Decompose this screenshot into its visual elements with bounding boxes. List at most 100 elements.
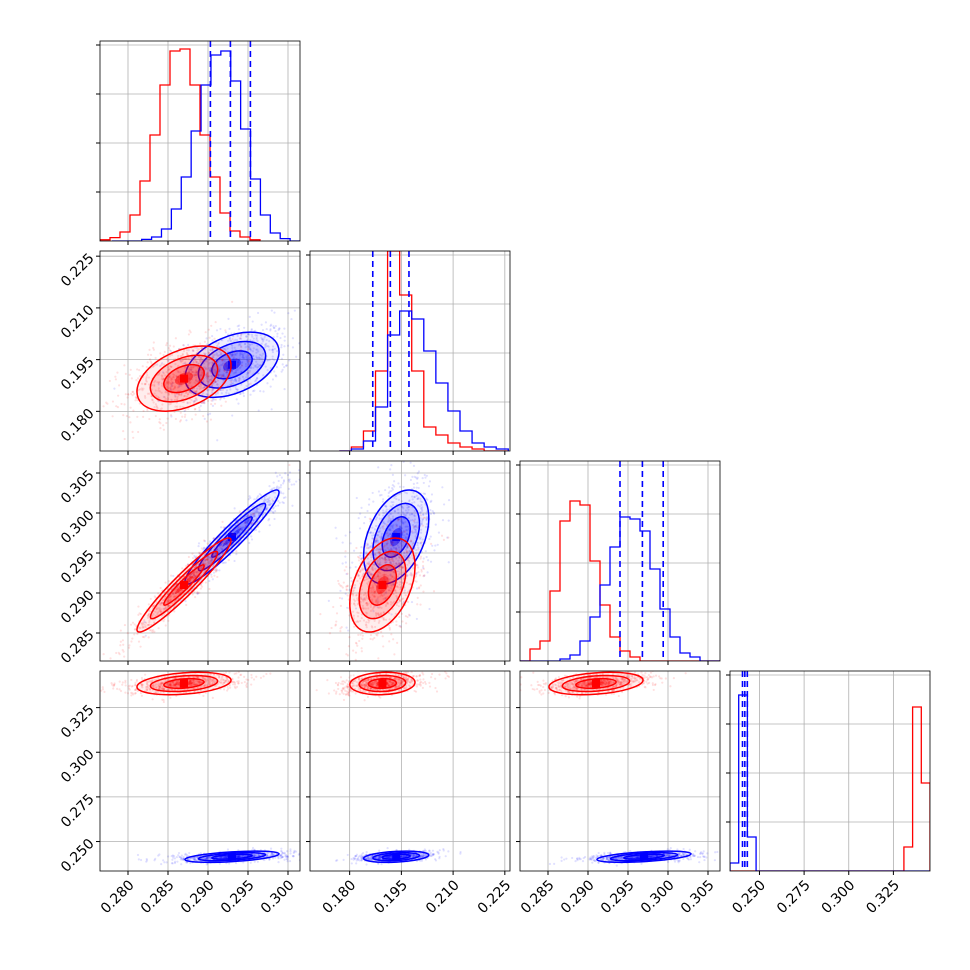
scatter-point: [282, 501, 285, 505]
scatter-point: [412, 547, 416, 550]
scatter-point: [173, 393, 176, 396]
scatter-point: [150, 394, 153, 398]
scatter-point: [213, 402, 217, 405]
scatter-point: [271, 510, 275, 513]
scatter-point: [395, 620, 398, 623]
scatter-point: [426, 559, 430, 562]
scatter-point: [256, 363, 259, 366]
scatter-point: [396, 585, 399, 588]
scatter-point: [239, 352, 242, 356]
scatter-point: [386, 568, 389, 571]
scatter-point: [208, 562, 211, 565]
scatter-point: [402, 512, 405, 516]
panel-3-3: [726, 671, 930, 875]
scatter-point: [257, 372, 260, 375]
scatter-point: [388, 582, 391, 585]
scatter-point: [187, 555, 190, 559]
scatter-point: [265, 345, 268, 348]
scatter-point: [398, 580, 402, 584]
scatter-point: [245, 365, 248, 368]
scatter-point: [372, 568, 375, 571]
scatter-point: [215, 344, 219, 348]
scatter-point: [237, 379, 241, 382]
scatter-point: [398, 556, 401, 559]
scatter-point: [256, 525, 260, 528]
scatter-point: [149, 360, 152, 363]
scatter-point: [158, 396, 161, 400]
scatter-point: [278, 501, 281, 504]
scatter-point: [378, 606, 381, 609]
scatter-point: [195, 390, 198, 393]
scatter-point: [120, 402, 123, 406]
scatter-point: [406, 546, 409, 549]
scatter-point: [224, 331, 228, 334]
scatter-point: [413, 501, 416, 504]
scatter-point: [201, 346, 204, 349]
scatter-point: [384, 558, 387, 561]
scatter-point: [404, 525, 407, 528]
density-peak: [392, 533, 401, 541]
scatter-point: [352, 549, 356, 552]
scatter-point: [167, 398, 170, 401]
scatter-point: [425, 523, 429, 526]
scatter-point: [173, 600, 176, 603]
scatter-point: [410, 574, 413, 577]
scatter-point: [229, 388, 232, 391]
scatter-point: [429, 535, 432, 538]
scatter-point: [185, 366, 189, 369]
scatter-point: [422, 567, 425, 571]
scatter-point: [192, 856, 195, 859]
scatter-point: [196, 591, 199, 594]
scatter-point: [284, 472, 287, 475]
scatter-point: [169, 594, 173, 597]
scatter-point: [173, 374, 176, 377]
scatter-point: [416, 497, 419, 500]
scatter-point: [400, 500, 403, 503]
scatter-point: [403, 552, 406, 555]
scatter-point: [144, 382, 147, 386]
scatter-point: [388, 618, 391, 621]
scatter-point: [214, 380, 217, 383]
scatter-point: [410, 502, 414, 505]
scatter-point: [405, 622, 408, 625]
scatter-point: [369, 520, 372, 523]
scatter-point: [374, 625, 377, 629]
scatter-point: [268, 340, 271, 343]
scatter-point: [382, 645, 385, 648]
scatter-point: [365, 626, 368, 629]
scatter-point: [400, 598, 403, 601]
scatter-point: [239, 392, 242, 395]
scatter-point: [249, 517, 252, 520]
scatter-point: [416, 481, 419, 485]
scatter-point: [411, 475, 414, 478]
scatter-point: [219, 856, 222, 859]
scatter-point: [102, 405, 105, 408]
scatter-point: [382, 509, 385, 512]
scatter-point: [419, 584, 422, 587]
scatter-point: [391, 503, 395, 507]
scatter-point: [205, 375, 209, 378]
scatter-point: [261, 340, 265, 343]
scatter-point: [255, 356, 258, 360]
scatter-point: [291, 346, 295, 349]
scatter-point: [367, 571, 370, 574]
scatter-point: [365, 603, 369, 606]
scatter-point: [199, 587, 202, 590]
scatter-point: [191, 593, 194, 596]
scatter-point: [402, 575, 405, 578]
scatter-point: [209, 349, 212, 352]
scatter-point: [180, 360, 183, 364]
scatter-point: [394, 552, 397, 555]
scatter-point: [398, 564, 401, 567]
scatter-point: [216, 392, 219, 395]
scatter-point: [413, 495, 416, 498]
scatter-point: [203, 340, 207, 343]
scatter-point: [411, 554, 414, 557]
scatter-point: [134, 396, 137, 399]
scatter-point: [134, 628, 137, 631]
scatter-point: [207, 352, 211, 355]
scatter-point: [378, 550, 382, 554]
scatter-point: [176, 369, 179, 372]
scatter-point: [346, 606, 349, 609]
scatter-point: [409, 539, 413, 542]
